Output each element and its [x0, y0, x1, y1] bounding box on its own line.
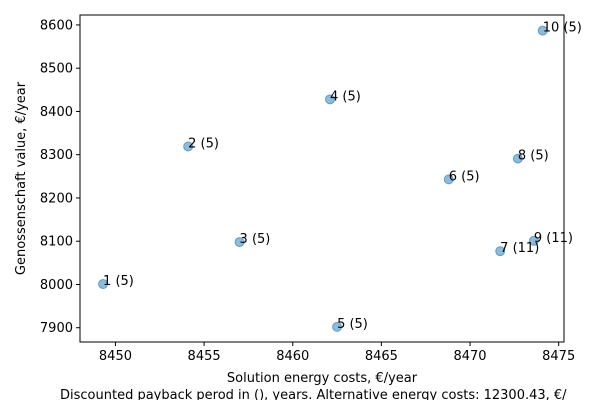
- data-point-label: 3 (5): [240, 232, 271, 247]
- data-point-label: 5 (5): [337, 317, 368, 332]
- data-point-label: 8 (5): [518, 149, 549, 164]
- y-tick-label: 8400: [40, 105, 73, 120]
- data-point-label: 10 (5): [543, 21, 582, 36]
- data-point: [234, 237, 245, 248]
- data-point: [537, 25, 548, 36]
- x-tick-label: 8465: [365, 349, 398, 364]
- y-axis-title: Genossenschaft value, €/year: [14, 81, 29, 275]
- data-point: [98, 279, 109, 290]
- y-tick-label: 8500: [40, 62, 73, 77]
- y-tick-label: 8600: [40, 18, 73, 33]
- data-point-label: 2 (5): [188, 136, 219, 151]
- data-points: [98, 25, 548, 332]
- data-point-label: 6 (5): [449, 169, 480, 184]
- x-tick-label: 8455: [188, 349, 221, 364]
- chart-footnote: Discounted payback perod in (), years. A…: [60, 388, 567, 400]
- x-axis-ticks: 8450 8455 8460 8465 8470 8475: [99, 342, 575, 364]
- y-tick-label: 8200: [40, 191, 73, 206]
- data-point: [332, 321, 343, 332]
- data-point: [512, 153, 523, 164]
- data-point-label: 4 (5): [330, 89, 361, 104]
- x-tick-label: 8470: [453, 349, 486, 364]
- data-point: [495, 246, 506, 257]
- data-point-label: 9 (11): [534, 231, 573, 246]
- point-labels: 1 (5) 2 (5) 3 (5) 4 (5) 5 (5) 6 (5) 7 (11) 8 (5…: [103, 21, 582, 332]
- y-tick-label: 7900: [40, 321, 73, 336]
- data-point-label: 7 (11): [500, 241, 539, 256]
- data-point: [324, 94, 335, 105]
- x-tick-label: 8450: [99, 349, 132, 364]
- data-point: [443, 174, 454, 185]
- y-tick-label: 8000: [40, 278, 73, 293]
- x-axis-title: Solution energy costs, €/year: [227, 371, 418, 386]
- data-point: [528, 235, 539, 246]
- data-point: [183, 141, 194, 152]
- data-point-label: 1 (5): [103, 274, 134, 289]
- x-tick-label: 8475: [542, 349, 575, 364]
- plot-frame: [79, 14, 565, 343]
- x-tick-label: 8460: [276, 349, 309, 364]
- y-axis-ticks: 7900 8000 8100 8200 8300 8400 8500 8600: [40, 18, 80, 336]
- y-tick-label: 8300: [40, 148, 73, 163]
- y-tick-label: 8100: [40, 235, 73, 250]
